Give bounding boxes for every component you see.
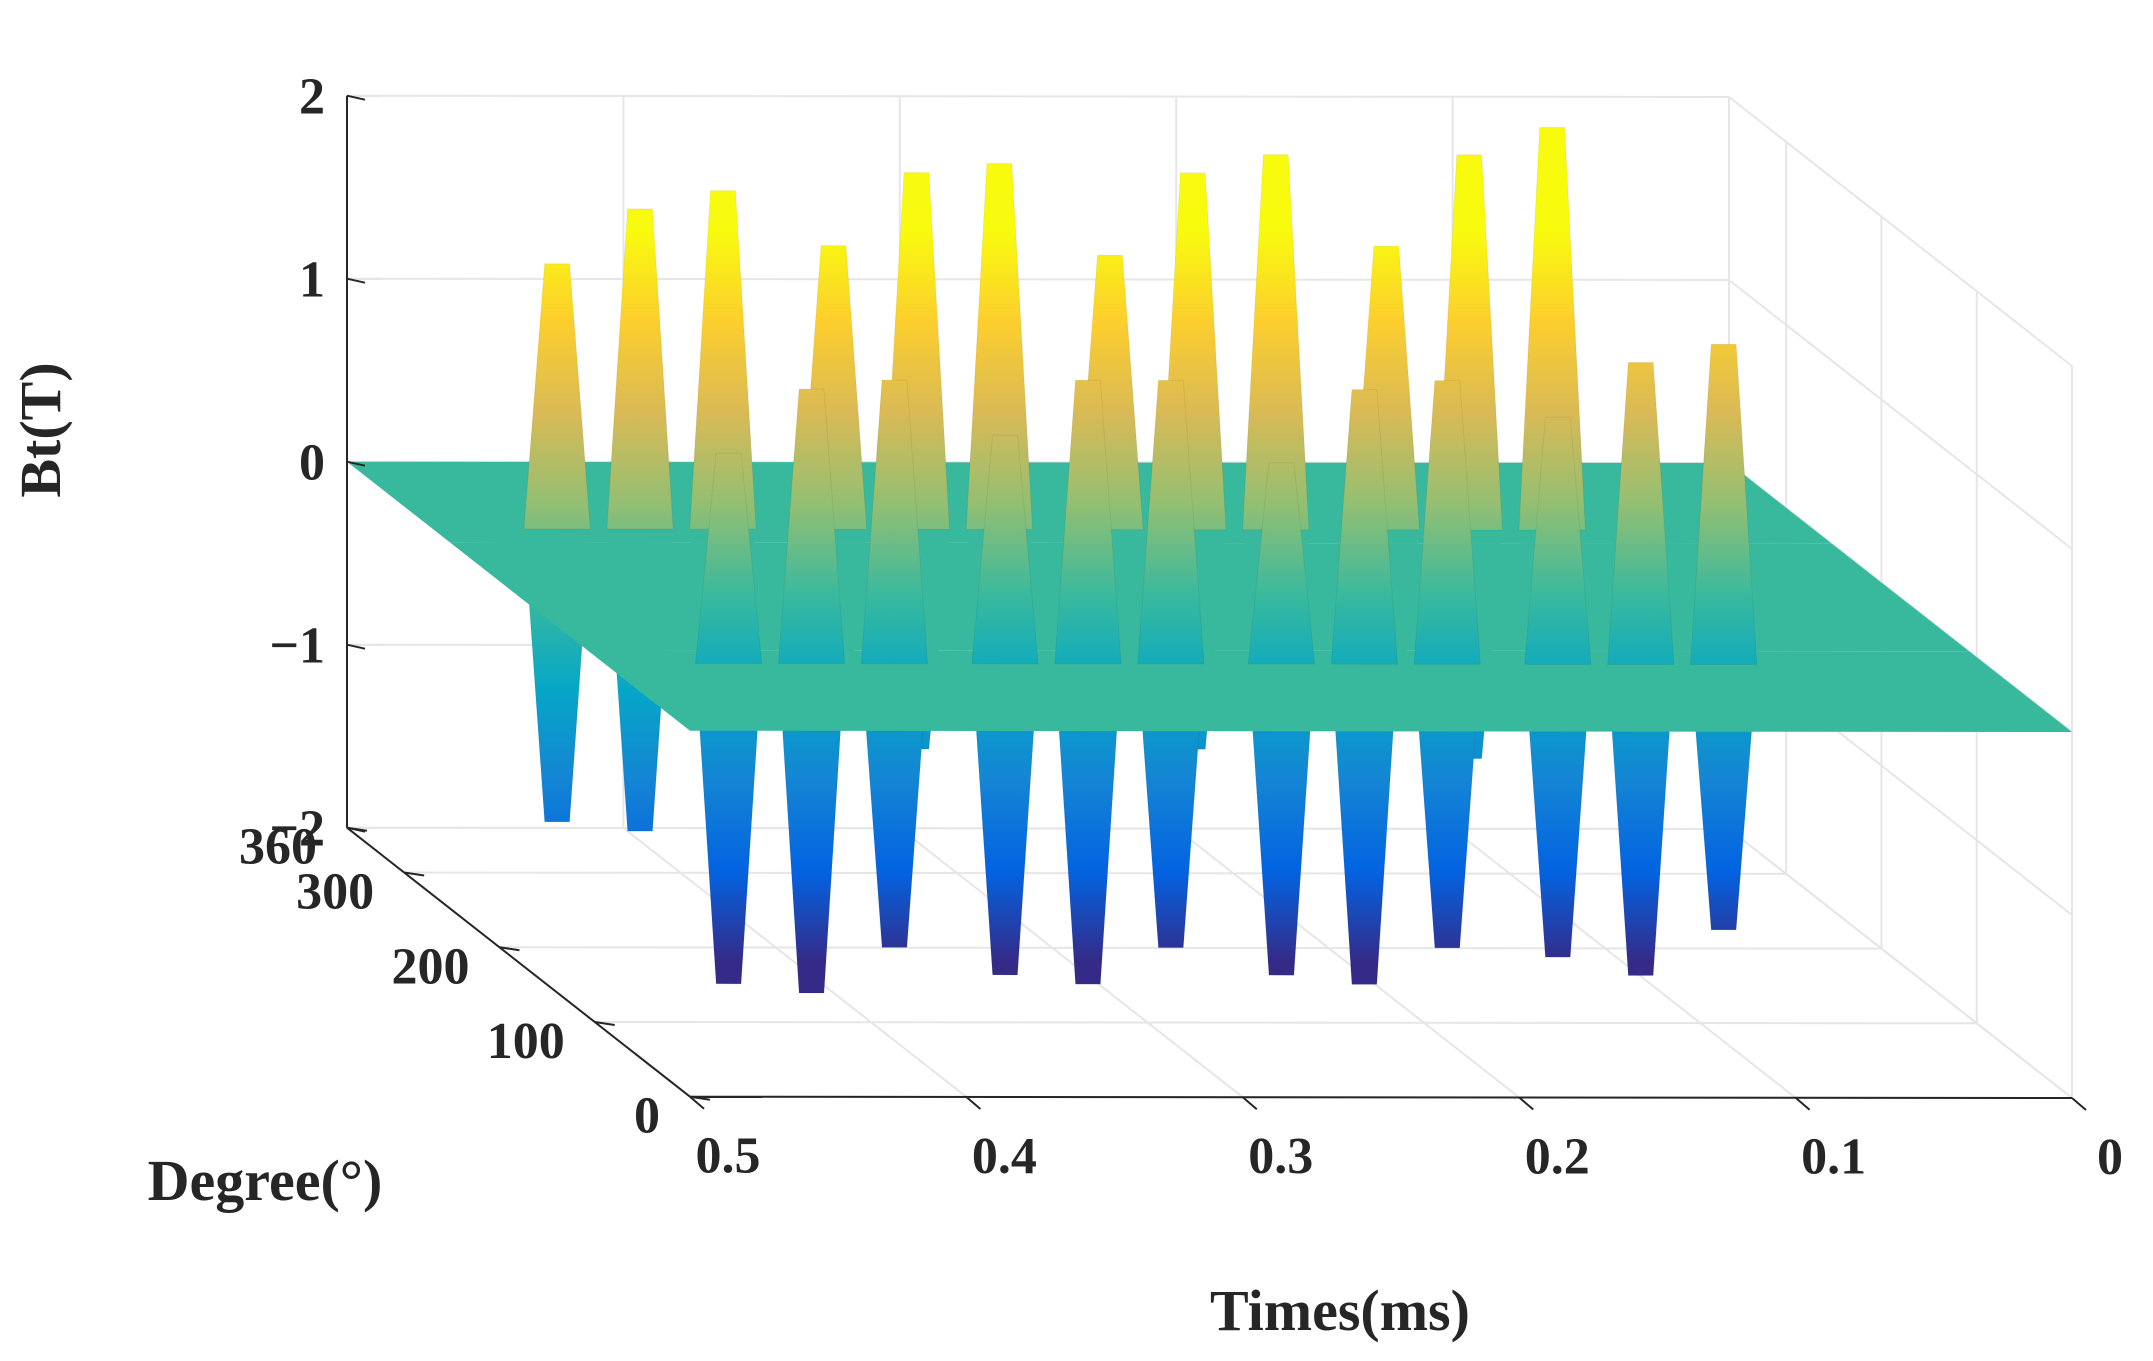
y-tick-label: 0 xyxy=(634,1088,660,1145)
y-tick-label: 100 xyxy=(487,1013,565,1070)
z-tick-label: 1 xyxy=(299,252,325,309)
x-tick-mark xyxy=(689,1095,705,1110)
x-tick-mark xyxy=(1794,1096,1811,1111)
y-tick-mark xyxy=(404,871,425,877)
peak-mark xyxy=(1137,379,1205,665)
baseline-plane-front xyxy=(587,650,2072,732)
y-tick-mark xyxy=(689,1095,711,1101)
x-tick-label: 0.5 xyxy=(696,1128,761,1185)
z-tick-mark xyxy=(346,94,366,101)
floor-x-gridline xyxy=(1728,828,2073,1099)
z-tick-label: 2 xyxy=(299,69,325,126)
back-wall-z-gridline xyxy=(346,277,1730,281)
peak-mark xyxy=(523,263,591,530)
x-tick-mark xyxy=(2071,1097,2087,1111)
x-tick-label: 0.4 xyxy=(972,1128,1037,1185)
x-tick-mark xyxy=(1518,1096,1534,1111)
y-tick-label: 300 xyxy=(296,864,374,921)
y-axis-title: Degree(°) xyxy=(148,1148,383,1213)
peak-mark xyxy=(694,452,763,665)
peak-mark xyxy=(606,208,674,530)
x-tick-label: 0.2 xyxy=(1525,1128,1590,1185)
z-tick-label: 0 xyxy=(299,435,325,492)
floor-y-gridline xyxy=(346,826,1730,830)
x-tick-mark xyxy=(965,1096,982,1110)
peak-mark xyxy=(860,379,929,665)
surface-layer xyxy=(347,126,2072,994)
x-axis-line xyxy=(689,1095,2073,1099)
x-tick-label: 0.1 xyxy=(1801,1129,1866,1186)
peak-mark xyxy=(1054,379,1122,665)
z-axis-title: Bt(T) xyxy=(8,362,73,497)
z-tick-mark xyxy=(346,643,366,650)
side-wall-z-gridline xyxy=(1728,96,2073,367)
z-tick-label: −2 xyxy=(269,801,325,858)
z-tick-mark xyxy=(346,460,366,467)
x-tick-label: 0 xyxy=(2097,1129,2123,1186)
x-tick-label: 0.3 xyxy=(1248,1128,1313,1185)
peak-mark xyxy=(1689,343,1758,666)
peak-mark xyxy=(777,388,846,665)
y-tick-mark xyxy=(594,1020,615,1026)
x-tick-mark xyxy=(1242,1096,1258,1110)
z-tick-mark xyxy=(346,277,366,284)
peak-mark xyxy=(1330,389,1399,665)
peak-mark xyxy=(1607,361,1675,665)
floor-y-gridline xyxy=(499,946,1882,950)
x-axis-title: Times(ms) xyxy=(1210,1278,1470,1343)
y-tick-label: 200 xyxy=(391,938,469,995)
z-tick-label: −1 xyxy=(269,618,325,675)
back-wall-z-gridline xyxy=(346,94,1730,98)
peak-mark xyxy=(971,434,1039,665)
peak-mark xyxy=(1413,380,1481,665)
y-tick-mark xyxy=(499,946,520,952)
peak-mark xyxy=(1247,462,1316,665)
peak-mark xyxy=(1524,416,1592,665)
y-tick-mark xyxy=(346,826,368,832)
y-tick-label: 360 xyxy=(239,819,317,876)
floor-y-gridline xyxy=(594,1020,1977,1025)
